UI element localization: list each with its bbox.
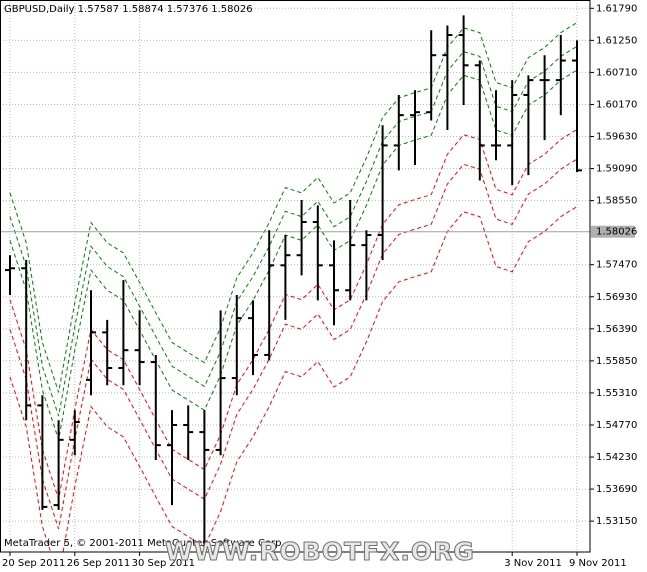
- y-tick-label: 1.61250: [596, 35, 637, 46]
- envelope-line: [9, 45, 578, 417]
- x-tick-label: 30 Sep 2011: [132, 558, 195, 569]
- y-tick-label: 1.58550: [596, 196, 637, 207]
- chart-title: GBPUSD,Daily 1.57587 1.58874 1.57376 1.5…: [4, 4, 253, 15]
- watermark: WWW.ROBOTFX.ORG: [165, 537, 475, 566]
- plot-border: [0, 0, 591, 553]
- envelope-line: [9, 69, 578, 440]
- envelope-line: [9, 206, 578, 552]
- envelope-line: [9, 22, 578, 393]
- current-price-box: [591, 225, 635, 238]
- x-tick-label: 20 Sep 2011: [2, 558, 65, 569]
- plot: [0, 15, 590, 552]
- y-tick-label: 1.59630: [596, 132, 637, 143]
- y-tick-label: 1.54770: [596, 420, 637, 431]
- y-tick-label: 1.60170: [596, 99, 637, 110]
- y-tick-label: 1.61790: [596, 3, 637, 14]
- y-tick-label: 1.54230: [596, 452, 637, 463]
- copyright: MetaTrader 5, © 2001-2011 MetaQuotes Sof…: [4, 538, 285, 549]
- y-tick-label: 1.53690: [596, 484, 637, 495]
- x-tick-label: 9 Nov 2011: [569, 558, 627, 569]
- y-tick-label: 1.56390: [596, 324, 637, 335]
- y-tick-label: 1.55850: [596, 356, 637, 367]
- y-tick-label: 1.55310: [596, 388, 637, 399]
- y-tick-label: 1.60710: [596, 67, 637, 78]
- envelope-line: [9, 158, 578, 530]
- axis: 1.61790 1.61250 1.60710 1.60170 1.59630 1.590…: [2, 3, 637, 569]
- y-tick-label: 1.57470: [596, 260, 637, 271]
- y-tick-label: 1.53150: [596, 516, 637, 527]
- envelope-line: [9, 128, 578, 500]
- y-tick-label: 1.59090: [596, 164, 637, 175]
- x-tick-label: 26 Sep 2011: [67, 558, 130, 569]
- x-tick-label: 3 Nov 2011: [504, 558, 562, 569]
- current-price-label: 1.58026: [596, 227, 637, 238]
- y-tick-label: 1.56930: [596, 292, 637, 303]
